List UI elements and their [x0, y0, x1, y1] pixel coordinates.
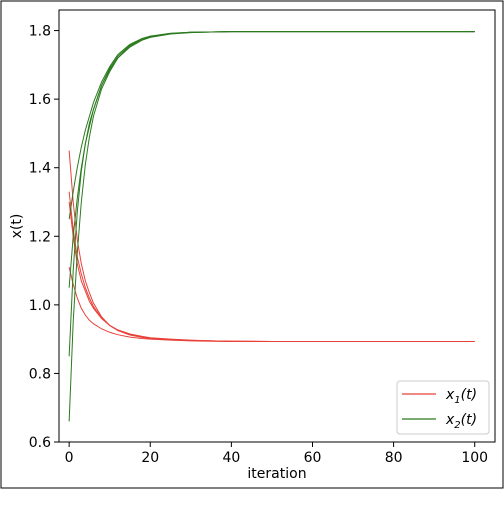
y-tick-label: 1.0	[29, 298, 51, 314]
y-tick-label: 1.2	[29, 229, 51, 245]
y-tick-label: 1.4	[29, 161, 51, 177]
x-axis-label: iteration	[247, 466, 306, 482]
y-axis-label: x(t)	[9, 214, 25, 239]
series-layer	[68, 31, 475, 422]
x-tick-label: 80	[385, 450, 403, 466]
legend-item-x2: x2(t)	[402, 412, 477, 431]
y-tick-label: 1.8	[29, 24, 51, 40]
y-tick-label: 0.6	[29, 435, 51, 451]
x-tick-label: 100	[461, 450, 488, 466]
series-line-x1-3	[68, 201, 475, 343]
legend-label-x2: x2(t)	[445, 412, 477, 431]
x-tick-label: 20	[141, 450, 159, 466]
series-line-x2-7	[68, 31, 475, 288]
x-axis-ticks: 0 20 40 60 80 100	[65, 442, 488, 466]
x-tick-label: 60	[304, 450, 322, 466]
y-axis-ticks: 0.6 0.8 1.0 1.2 1.4 1.6 1.8	[29, 24, 59, 451]
plot-area	[58, 9, 496, 443]
legend-item-x1: x1(t)	[402, 387, 477, 406]
y-tick-label: 1.6	[29, 92, 51, 108]
x-tick-label: 40	[222, 450, 240, 466]
y-tick-label: 0.8	[29, 366, 51, 382]
legend: x1(t) x2(t)	[396, 380, 490, 435]
legend-label-x1: x1(t)	[445, 387, 477, 406]
x-tick-label: 0	[65, 450, 74, 466]
